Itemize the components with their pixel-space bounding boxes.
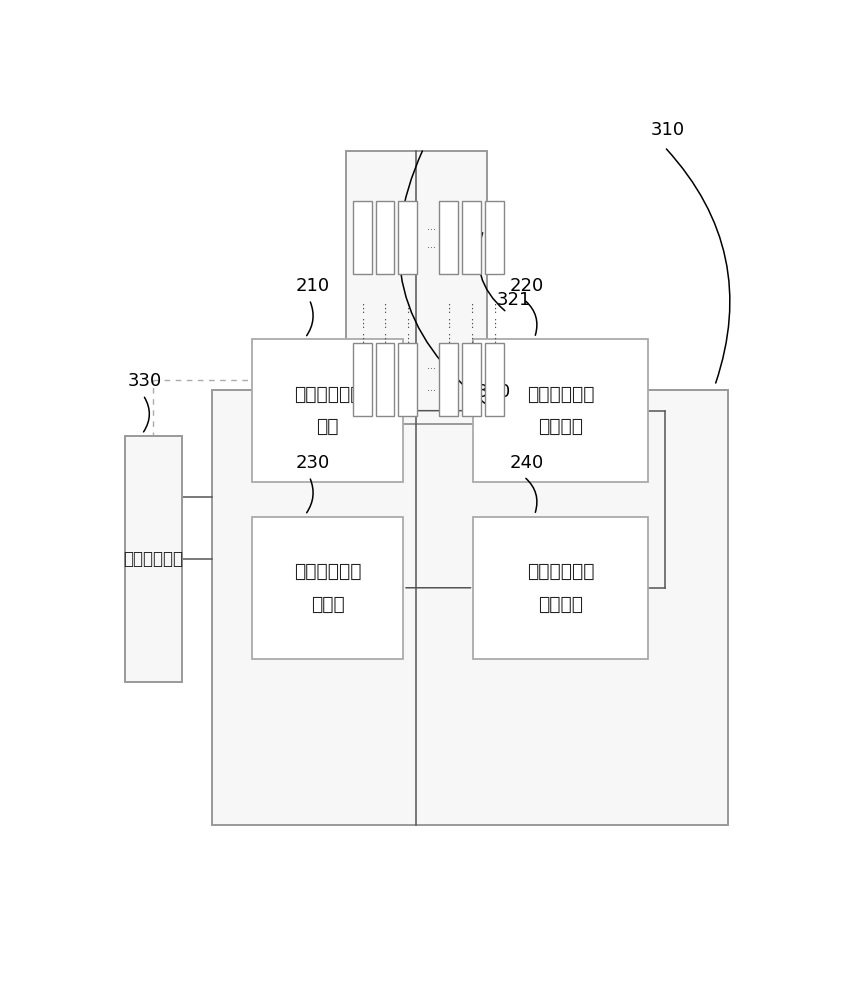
Text: 210: 210 [296, 277, 330, 295]
Bar [485, 201, 503, 274]
Text: ⋮: ⋮ [466, 304, 477, 314]
Text: ⋮: ⋮ [489, 334, 500, 344]
Bar [399, 343, 417, 416]
Bar [125, 436, 182, 682]
Text: 220: 220 [510, 277, 544, 295]
Text: ⋮: ⋮ [443, 334, 454, 344]
Text: 目标显示亮度
获取模块: 目标显示亮度 获取模块 [527, 385, 594, 436]
Bar [473, 339, 648, 482]
Text: ⋮: ⋮ [380, 334, 391, 344]
Text: ···: ··· [426, 243, 436, 253]
Bar [253, 517, 403, 659]
Text: 321: 321 [497, 291, 531, 309]
Bar [439, 343, 458, 416]
Text: ⋮: ⋮ [402, 319, 413, 329]
Text: ⋮: ⋮ [356, 304, 368, 314]
Text: ⋮: ⋮ [489, 304, 500, 314]
Bar [462, 201, 481, 274]
Bar [473, 517, 648, 659]
Text: ⋮: ⋮ [380, 304, 391, 314]
Text: 光学采集装置: 光学采集装置 [124, 550, 183, 568]
Bar [353, 343, 372, 416]
Text: ⋮: ⋮ [356, 334, 368, 344]
Text: ···: ··· [426, 386, 436, 396]
Text: ⋮: ⋮ [466, 319, 477, 329]
Text: ⋮: ⋮ [402, 304, 413, 314]
Bar [485, 343, 503, 416]
Text: ⋮: ⋮ [380, 319, 391, 329]
Bar [212, 389, 728, 825]
Text: 目标输入电压
确定模块: 目标输入电压 确定模块 [527, 562, 594, 614]
Text: ···: ··· [426, 225, 436, 235]
Bar [462, 343, 481, 416]
Text: 对应关系计算
模块: 对应关系计算 模块 [294, 385, 362, 436]
Text: 240: 240 [510, 454, 544, 472]
Bar [375, 343, 394, 416]
Text: ⋮: ⋮ [443, 319, 454, 329]
Bar [375, 201, 394, 274]
Bar [353, 201, 372, 274]
Bar [399, 201, 417, 274]
Text: 310: 310 [650, 121, 685, 139]
Text: ⋮: ⋮ [443, 304, 454, 314]
Bar [253, 339, 403, 482]
Bar [439, 201, 458, 274]
Text: ⋮: ⋮ [356, 319, 368, 329]
Text: ⋮: ⋮ [489, 319, 500, 329]
Text: ⋮: ⋮ [402, 334, 413, 344]
Text: ···: ··· [426, 364, 436, 374]
Text: 330: 330 [128, 371, 162, 389]
Text: 230: 230 [296, 454, 330, 472]
Text: 320: 320 [477, 383, 510, 401]
Text: 电压补偿値确
定模块: 电压补偿値确 定模块 [294, 562, 362, 614]
Bar [346, 151, 487, 424]
Text: ⋮: ⋮ [466, 334, 477, 344]
